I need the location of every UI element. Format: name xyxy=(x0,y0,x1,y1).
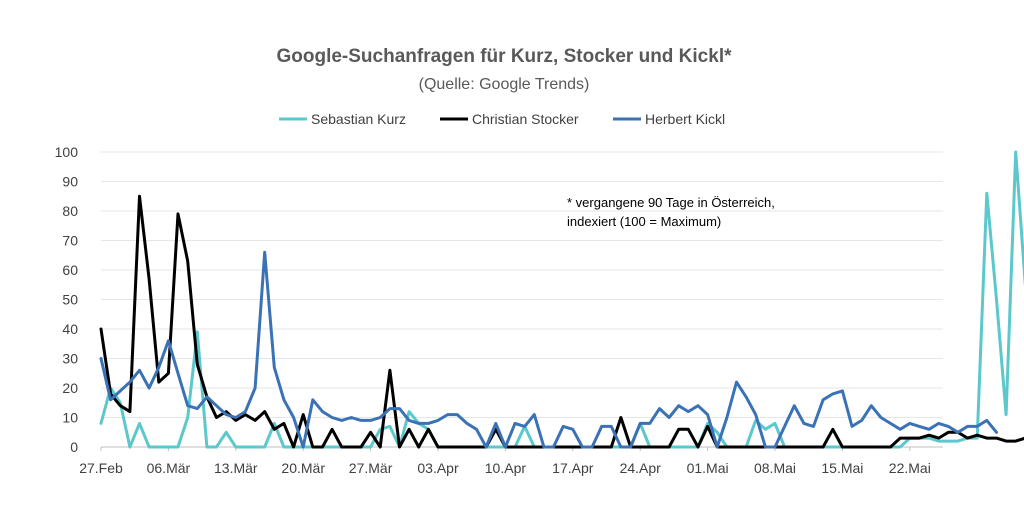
annotation-line-2: indexiert (100 = Maximum) xyxy=(567,214,721,229)
x-tick-label: 27.Mär xyxy=(349,460,393,476)
y-tick-label: 20 xyxy=(62,380,78,396)
y-tick-label: 70 xyxy=(62,233,78,249)
y-tick-label: 80 xyxy=(62,203,78,219)
annotation-line-1: * vergangene 90 Tage in Österreich, xyxy=(567,195,775,210)
x-tick-label: 01.Mai xyxy=(687,460,729,476)
x-tick-label: 17.Apr xyxy=(552,460,594,476)
legend-item: Herbert Kickl xyxy=(613,111,725,127)
x-tick-label: 13.Mär xyxy=(214,460,258,476)
chart-title: Google-Suchanfragen für Kurz, Stocker un… xyxy=(276,46,732,67)
series-layer xyxy=(99,150,1024,449)
legend: Sebastian Kurz Christian Stocker Herbert K… xyxy=(279,111,725,127)
x-tick-label: 20.Mär xyxy=(281,460,325,476)
chart-subtitle: (Quelle: Google Trends) xyxy=(419,76,590,93)
y-tick-label: 90 xyxy=(62,174,78,190)
legend-item: Sebastian Kurz xyxy=(279,111,406,127)
series-line xyxy=(99,194,1024,449)
y-tick-label: 100 xyxy=(55,144,79,160)
x-tick-label: 03.Apr xyxy=(417,460,459,476)
y-tick-label: 40 xyxy=(62,321,78,337)
legend-item: Christian Stocker xyxy=(440,111,579,127)
grid xyxy=(101,151,943,418)
y-tick-label: 60 xyxy=(62,262,78,278)
x-tick-label: 10.Apr xyxy=(485,460,527,476)
series-1 xyxy=(99,194,1024,449)
y-tick-label: 50 xyxy=(62,292,78,308)
y-tick-label: 10 xyxy=(62,410,78,426)
x-tick-label: 22.Mai xyxy=(889,460,931,476)
series-line xyxy=(99,250,998,449)
series-2 xyxy=(99,250,998,449)
x-tick-label: 08.Mai xyxy=(754,460,796,476)
x-tick-label: 27.Feb xyxy=(79,460,123,476)
x-axis-labels: 27.Feb 06.Mär 13.Mär 20.Mär 27.Mär 03.Apr 10.A… xyxy=(79,447,931,476)
x-tick-label: 15.Mai xyxy=(821,460,863,476)
legend-label: Christian Stocker xyxy=(472,111,579,127)
legend-label: Sebastian Kurz xyxy=(311,111,406,127)
y-axis-labels: 0 10 20 30 40 50 60 70 80 90 100 xyxy=(55,144,79,455)
annotation-note: * vergangene 90 Tage in Österreich, inde… xyxy=(567,195,775,229)
y-tick-label: 0 xyxy=(70,439,78,455)
x-tick-label: 24.Apr xyxy=(620,460,662,476)
x-tick-label: 06.Mär xyxy=(147,460,191,476)
legend-label: Herbert Kickl xyxy=(645,111,725,127)
y-tick-label: 30 xyxy=(62,351,78,367)
